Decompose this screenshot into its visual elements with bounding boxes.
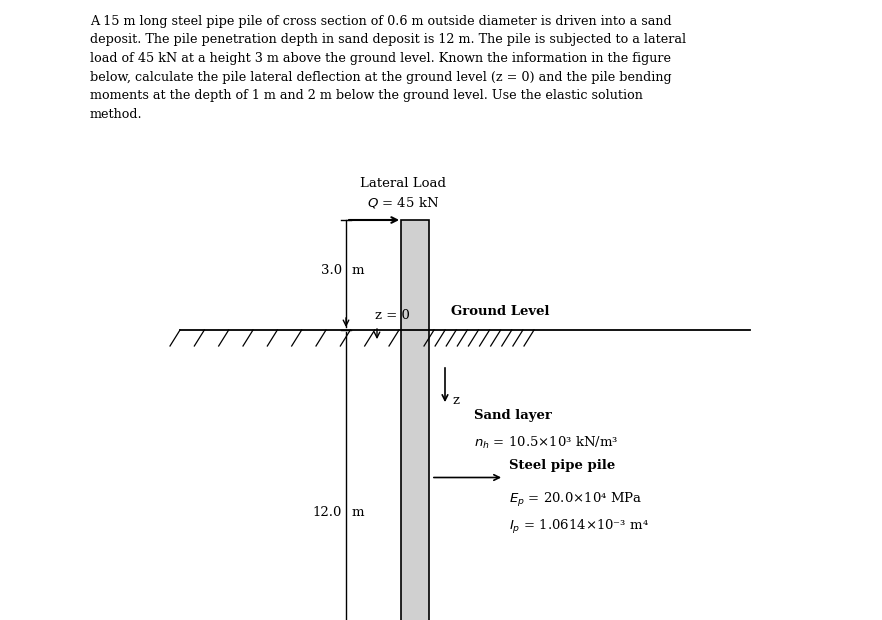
Text: m: m <box>352 506 364 519</box>
Text: m: m <box>352 264 364 277</box>
Bar <box>401 220 429 620</box>
Text: $n_h$ = 10.5×10³ kN/m³: $n_h$ = 10.5×10³ kN/m³ <box>474 435 618 451</box>
Text: z: z <box>452 394 459 407</box>
Text: Steel pipe pile: Steel pipe pile <box>509 459 616 471</box>
Text: Ground Level: Ground Level <box>451 305 549 318</box>
Text: Sand layer: Sand layer <box>474 409 552 422</box>
Text: A 15 m long steel pipe pile of cross section of 0.6 m outside diameter is driven: A 15 m long steel pipe pile of cross sec… <box>90 15 686 120</box>
Text: 3.0: 3.0 <box>321 264 342 277</box>
Text: $E_p$ = 20.0×10⁴ MPa: $E_p$ = 20.0×10⁴ MPa <box>509 490 642 508</box>
Text: $Q$ = 45 kN: $Q$ = 45 kN <box>367 195 439 210</box>
Text: $I_p$ = 1.0614×10⁻³ m⁴: $I_p$ = 1.0614×10⁻³ m⁴ <box>509 518 649 536</box>
Text: 12.0: 12.0 <box>312 506 342 519</box>
Text: z = 0: z = 0 <box>375 309 410 322</box>
Text: Lateral Load: Lateral Load <box>360 177 446 190</box>
